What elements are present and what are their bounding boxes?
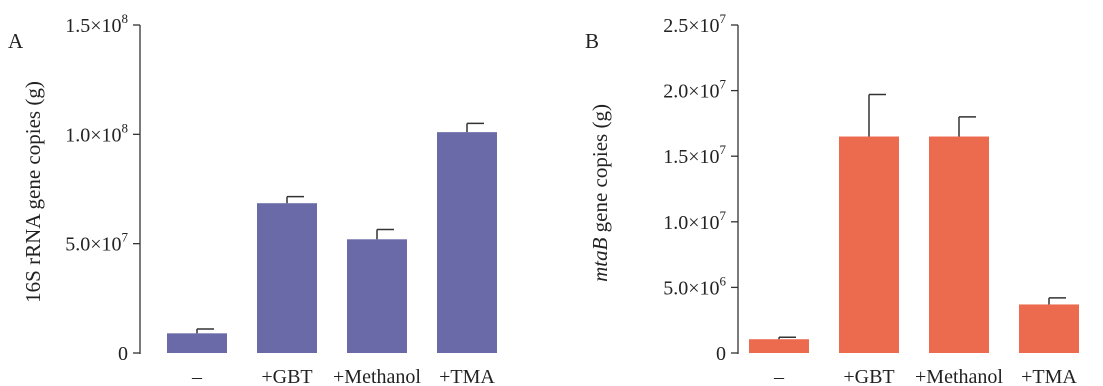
- y-tick-label: 1.0×108: [65, 120, 128, 146]
- y-tick-label: 1.5×107: [663, 142, 726, 168]
- bar: [257, 203, 317, 353]
- panel-label: B: [585, 29, 599, 53]
- bar: [839, 136, 899, 353]
- x-category-label: –: [773, 366, 785, 386]
- x-category-label: +TMA: [439, 366, 495, 386]
- y-tick-label: 0: [716, 343, 726, 365]
- panel-label: A: [8, 29, 24, 53]
- y-tick-mantissa: 1.0×10: [65, 124, 121, 146]
- y-tick-exponent: 6: [720, 273, 727, 288]
- y-tick-mantissa: 1.5×10: [663, 146, 719, 168]
- y-axis-title-text: 16S rRNA gene copies (g): [21, 81, 45, 303]
- x-category-label: –: [191, 366, 203, 386]
- y-tick-exponent: 7: [122, 230, 129, 245]
- y-tick-label: 5.0×107: [65, 230, 128, 256]
- y-tick-label: 1.5×108: [65, 11, 128, 37]
- y-axis-title-text: gene copies (g): [588, 104, 612, 238]
- panel-b-chart: B05.0×1061.0×1071.5×1072.0×1072.5×107mta…: [585, 11, 1079, 386]
- bar: [347, 239, 407, 353]
- x-category-label: +Methanol: [915, 366, 1003, 386]
- y-tick-exponent: 8: [122, 11, 129, 26]
- y-axis-title: mtaB gene copies (g): [588, 104, 612, 282]
- y-tick-label: 1.0×107: [663, 208, 726, 234]
- bar: [1019, 304, 1079, 353]
- y-tick-mantissa: 1.5×10: [65, 15, 121, 37]
- y-tick-mantissa: 5.0×10: [65, 234, 121, 256]
- y-tick-exponent: 7: [720, 142, 727, 157]
- x-category-label: +Methanol: [333, 366, 421, 386]
- y-tick-mantissa: 2.5×10: [663, 15, 719, 37]
- y-tick-exponent: 7: [720, 77, 727, 92]
- x-category-label: +TMA: [1021, 366, 1077, 386]
- y-tick-label: 0: [118, 343, 128, 365]
- y-tick-mantissa: 0: [716, 343, 726, 365]
- y-tick-mantissa: 2.0×10: [663, 81, 719, 103]
- y-tick-label: 2.0×107: [663, 77, 726, 103]
- bar: [167, 333, 227, 353]
- bar: [749, 339, 809, 353]
- x-category-label: +GBT: [261, 366, 312, 386]
- y-tick-mantissa: 1.0×10: [663, 212, 719, 234]
- y-tick-label: 2.5×107: [663, 11, 726, 37]
- y-tick-exponent: 7: [720, 208, 727, 223]
- y-axis-title: 16S rRNA gene copies (g): [21, 81, 45, 303]
- y-tick-label: 5.0×106: [663, 273, 726, 299]
- bar: [929, 136, 989, 353]
- y-tick-exponent: 7: [720, 11, 727, 26]
- y-tick-mantissa: 5.0×10: [663, 277, 719, 299]
- x-category-label: +GBT: [843, 366, 894, 386]
- y-axis-title-italic: mtaB: [588, 237, 612, 282]
- y-tick-exponent: 8: [122, 120, 129, 135]
- bar: [437, 132, 497, 353]
- y-tick-mantissa: 0: [118, 343, 128, 365]
